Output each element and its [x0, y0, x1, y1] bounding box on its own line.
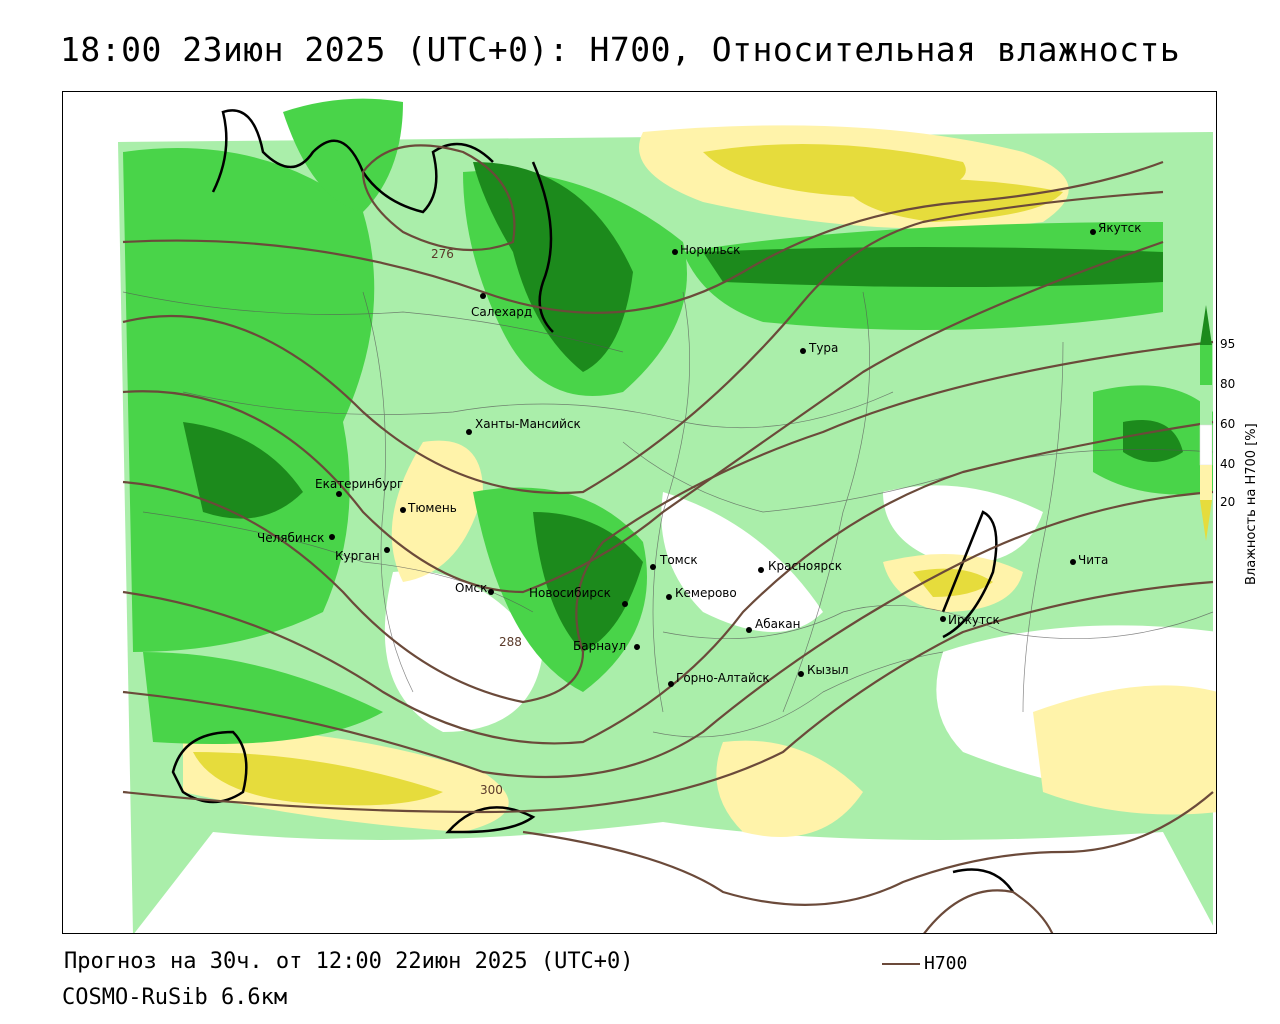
colorbar-tick-40: 40 — [1220, 457, 1236, 471]
contour-legend-label: H700 — [924, 953, 968, 974]
city-barnaul: Барнаул — [573, 639, 626, 653]
forecast-info: Прогноз на 30ч. от 12:00 22июн 2025 (UTC… — [64, 949, 634, 974]
coastline — [171, 109, 1015, 893]
city-dot — [666, 594, 672, 600]
moist-zone-west — [123, 148, 375, 652]
city-norilsk: Норильск — [680, 243, 740, 257]
city-kyzyl: Кызыл — [807, 663, 849, 677]
city-tomsk: Томск — [659, 553, 698, 567]
city-kemerovo: Кемерово — [675, 586, 737, 600]
colorbar-tick-95: 95 — [1220, 337, 1236, 351]
map-panel: 276 288 300 Норильск Якутск Салехард Тур… — [62, 91, 1217, 934]
contour-label-300: 300 — [480, 783, 503, 797]
city-abakan: Абакан — [755, 617, 800, 631]
colorbar-title: Влажность на H700 [%] — [1240, 340, 1260, 590]
city-dot — [634, 644, 640, 650]
city-dot — [800, 348, 806, 354]
city-yekaterinburg: Екатеринбург — [315, 477, 403, 491]
city-novosibirsk: Новосибирск — [529, 586, 611, 600]
city-dot — [940, 616, 946, 622]
city-dot — [746, 627, 752, 633]
map-title: 18:00 23июн 2025 (UTC+0): H700, Относите… — [60, 30, 1181, 69]
city-dot — [336, 491, 342, 497]
city-dot — [798, 671, 804, 677]
city-dot — [400, 507, 406, 513]
city-dot — [329, 534, 335, 540]
colorbar-tick-80: 80 — [1220, 377, 1236, 391]
contour-legend: H700 — [882, 953, 967, 974]
city-kurgan: Курган — [335, 549, 380, 563]
city-khanty-mansiysk: Ханты-Мансийск — [475, 417, 581, 431]
city-gorno-altaysk: Горно-Алтайск — [676, 671, 770, 685]
city-dot — [668, 681, 674, 687]
city-chita: Чита — [1078, 553, 1108, 567]
city-krasnoyarsk: Красноярск — [768, 559, 842, 573]
humidity-colorbar: 95 80 60 40 20 — [1198, 305, 1248, 545]
city-omsk: Омск — [455, 581, 487, 595]
city-dot — [672, 249, 678, 255]
contour-label-276: 276 — [431, 247, 454, 261]
city-dot — [758, 567, 764, 573]
model-name: COSMO-RuSib 6.6км — [62, 985, 288, 1010]
colorbar-title-text: Влажность на H700 [%] — [1244, 423, 1259, 585]
city-tyumen: Тюмень — [407, 501, 457, 515]
colorbar-tick-60: 60 — [1220, 417, 1236, 431]
city-yakutsk: Якутск — [1098, 221, 1142, 235]
h700-contours — [122, 144, 1214, 933]
colorbar-tick-20: 20 — [1220, 495, 1236, 509]
city-dot — [622, 601, 628, 607]
city-dot — [488, 589, 494, 595]
city-dot — [480, 293, 486, 299]
city-chelyabinsk: Челябинск — [257, 531, 324, 545]
city-dot — [1070, 559, 1076, 565]
humidity-map: 276 288 300 Норильск Якутск Салехард Тур… — [63, 92, 1216, 933]
city-dot — [650, 564, 656, 570]
contour-label-288: 288 — [499, 635, 522, 649]
city-dot — [384, 547, 390, 553]
city-markers: Норильск Якутск Салехард Тура Ханты-Манс… — [257, 221, 1142, 687]
city-salekhard: Салехард — [471, 305, 532, 319]
city-dot — [1090, 229, 1096, 235]
city-dot — [466, 429, 472, 435]
city-tura: Тура — [808, 341, 838, 355]
contour-legend-swatch — [882, 962, 920, 965]
city-irkutsk: Иркутск — [948, 613, 1000, 627]
